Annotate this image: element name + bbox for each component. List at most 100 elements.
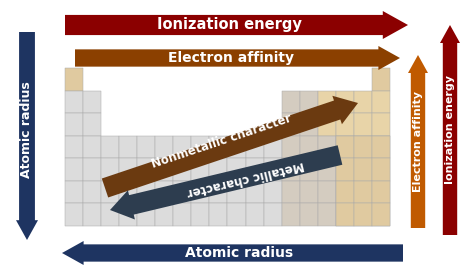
FancyArrow shape <box>110 145 342 219</box>
Bar <box>354 136 372 158</box>
Bar <box>336 158 354 181</box>
Bar <box>336 158 354 181</box>
Bar <box>282 91 300 113</box>
Bar <box>372 113 390 136</box>
Bar <box>318 181 336 203</box>
Bar <box>354 158 372 181</box>
Bar <box>354 203 372 226</box>
Bar <box>246 158 264 181</box>
Bar <box>336 203 354 226</box>
Bar <box>318 203 336 226</box>
Bar <box>65 158 83 181</box>
Bar <box>65 68 83 91</box>
FancyArrow shape <box>102 96 358 197</box>
Bar <box>372 158 390 181</box>
Bar <box>372 158 390 181</box>
Bar <box>101 136 119 158</box>
Bar <box>336 181 354 203</box>
Bar <box>173 203 191 226</box>
Bar <box>282 113 300 136</box>
Bar <box>282 181 300 203</box>
Bar <box>210 181 228 203</box>
Bar <box>83 181 101 203</box>
Bar <box>354 181 372 203</box>
Bar <box>372 203 390 226</box>
Bar <box>155 181 173 203</box>
Bar <box>83 113 101 136</box>
Bar <box>191 158 210 181</box>
Bar <box>372 203 390 226</box>
FancyArrow shape <box>65 11 408 39</box>
Bar <box>336 203 354 226</box>
Bar <box>173 158 191 181</box>
Bar <box>282 136 300 158</box>
Bar <box>210 136 228 158</box>
Bar <box>210 203 228 226</box>
Text: Atomic radius: Atomic radius <box>20 82 34 179</box>
Bar <box>65 203 83 226</box>
Bar <box>155 136 173 158</box>
Bar <box>300 113 318 136</box>
Bar <box>119 158 137 181</box>
FancyArrow shape <box>440 25 460 235</box>
Bar <box>83 203 101 226</box>
Text: Nonmetallic character: Nonmetallic character <box>150 112 293 171</box>
Bar <box>155 203 173 226</box>
Bar <box>318 91 336 113</box>
Bar <box>372 136 390 158</box>
Bar <box>83 158 101 181</box>
Bar <box>318 158 336 181</box>
Bar <box>137 158 155 181</box>
Bar <box>137 181 155 203</box>
Bar <box>372 91 390 113</box>
Text: Atomic radius: Atomic radius <box>185 246 293 260</box>
Bar <box>191 136 210 158</box>
Bar <box>282 158 300 181</box>
Bar <box>264 203 282 226</box>
Bar <box>65 113 83 136</box>
Text: Electron affinity: Electron affinity <box>168 51 294 65</box>
Bar <box>354 158 372 181</box>
Bar <box>372 181 390 203</box>
Bar <box>119 203 137 226</box>
Bar <box>83 136 101 158</box>
Bar <box>318 136 336 158</box>
Bar <box>83 91 101 113</box>
Bar <box>101 158 119 181</box>
Bar <box>246 181 264 203</box>
Bar <box>119 136 137 158</box>
FancyArrow shape <box>75 46 400 70</box>
Bar <box>354 136 372 158</box>
Bar <box>119 181 137 203</box>
Bar <box>246 136 264 158</box>
Bar <box>354 181 372 203</box>
Bar <box>228 181 246 203</box>
Text: Ionization energy: Ionization energy <box>156 17 301 32</box>
Bar <box>354 203 372 226</box>
Bar <box>191 181 210 203</box>
Bar <box>101 181 119 203</box>
Bar <box>137 136 155 158</box>
Bar <box>101 203 119 226</box>
Bar <box>137 203 155 226</box>
Bar <box>300 158 318 181</box>
Bar <box>336 136 354 158</box>
Bar <box>173 136 191 158</box>
Bar <box>65 91 83 113</box>
Text: Electron affinity: Electron affinity <box>413 91 423 192</box>
Bar <box>264 158 282 181</box>
Bar <box>372 68 390 91</box>
Bar <box>336 181 354 203</box>
Bar <box>228 203 246 226</box>
Bar <box>372 136 390 158</box>
Text: Metallic character: Metallic character <box>185 158 305 199</box>
Bar <box>173 181 191 203</box>
Bar <box>336 113 354 136</box>
Bar <box>65 181 83 203</box>
Bar <box>300 136 318 158</box>
Bar <box>191 203 210 226</box>
Bar <box>155 158 173 181</box>
Bar <box>264 181 282 203</box>
Bar <box>354 113 372 136</box>
Bar <box>210 158 228 181</box>
